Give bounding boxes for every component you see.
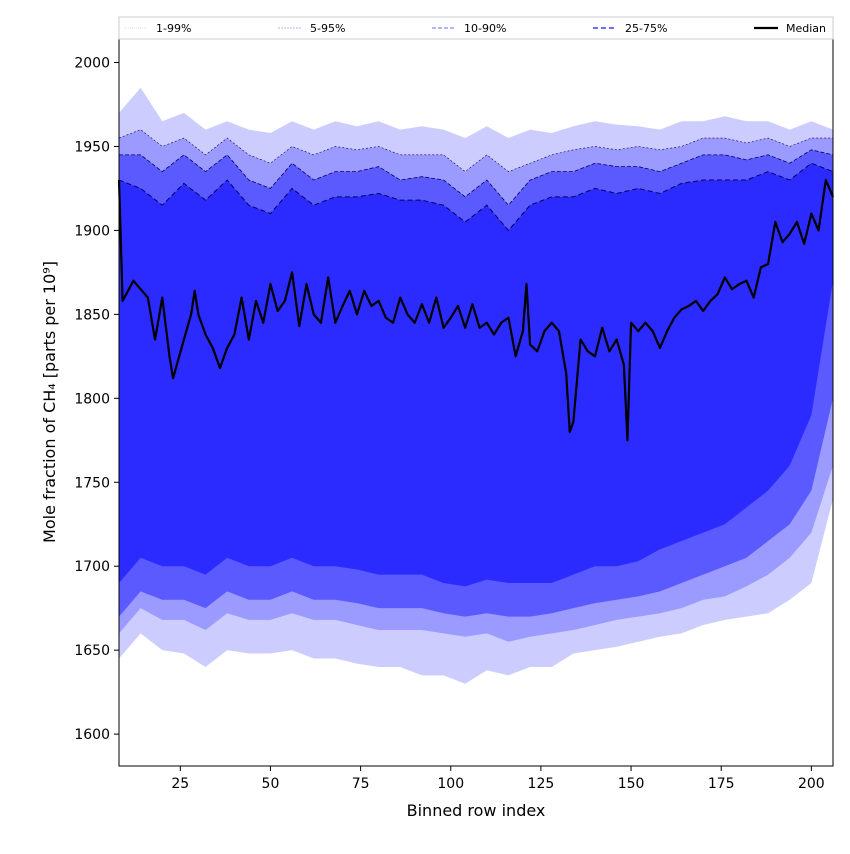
y-tick-label: 1850 bbox=[74, 307, 110, 323]
median-line bbox=[117, 178, 835, 442]
x-tick-label: 125 bbox=[528, 776, 555, 792]
y-tick-label: 1800 bbox=[74, 391, 110, 407]
x-tick-label: 25 bbox=[171, 776, 189, 792]
legend-label: 5-95% bbox=[310, 22, 345, 35]
x-axis-label: Binned row index bbox=[407, 801, 546, 820]
legend-label: 1-99% bbox=[156, 22, 191, 35]
x-tick-label: 200 bbox=[798, 776, 825, 792]
line-p90 bbox=[119, 149, 834, 206]
y-axis-label: Mole fraction of CH₄ [parts per 10⁹] bbox=[40, 261, 59, 543]
x-tick-label: 100 bbox=[437, 776, 464, 792]
legend: 1-99% 5-95% 10-90% 25-75% Median bbox=[118, 16, 834, 40]
x-tick-label: 50 bbox=[262, 776, 280, 792]
legend-label: 10-90% bbox=[464, 22, 506, 35]
x-tick-label: 175 bbox=[708, 776, 735, 792]
x-axis: 25 50 75 100 125 150 175 200 bbox=[171, 766, 825, 792]
y-tick-label: 1750 bbox=[74, 475, 110, 491]
band-25-75 bbox=[119, 163, 833, 587]
y-axis: 1600 1650 1700 1750 1800 1850 1900 1950 2000 bbox=[74, 56, 119, 743]
percentile-bands bbox=[119, 87, 833, 684]
legend-label: Median bbox=[786, 22, 826, 35]
y-tick-label: 1650 bbox=[74, 643, 110, 659]
y-tick-label: 2000 bbox=[74, 56, 110, 72]
legend-label: 25-75% bbox=[625, 22, 667, 35]
y-tick-label: 1600 bbox=[74, 727, 110, 743]
legend-box bbox=[118, 16, 834, 40]
line-p75 bbox=[118, 162, 834, 232]
y-tick-label: 1700 bbox=[74, 559, 110, 575]
band-edge-lines bbox=[117, 129, 835, 442]
line-p95 bbox=[118, 129, 833, 173]
x-tick-label: 75 bbox=[352, 776, 370, 792]
y-tick-label: 1900 bbox=[74, 223, 110, 239]
y-tick-label: 1950 bbox=[74, 139, 110, 155]
x-tick-label: 150 bbox=[618, 776, 645, 792]
